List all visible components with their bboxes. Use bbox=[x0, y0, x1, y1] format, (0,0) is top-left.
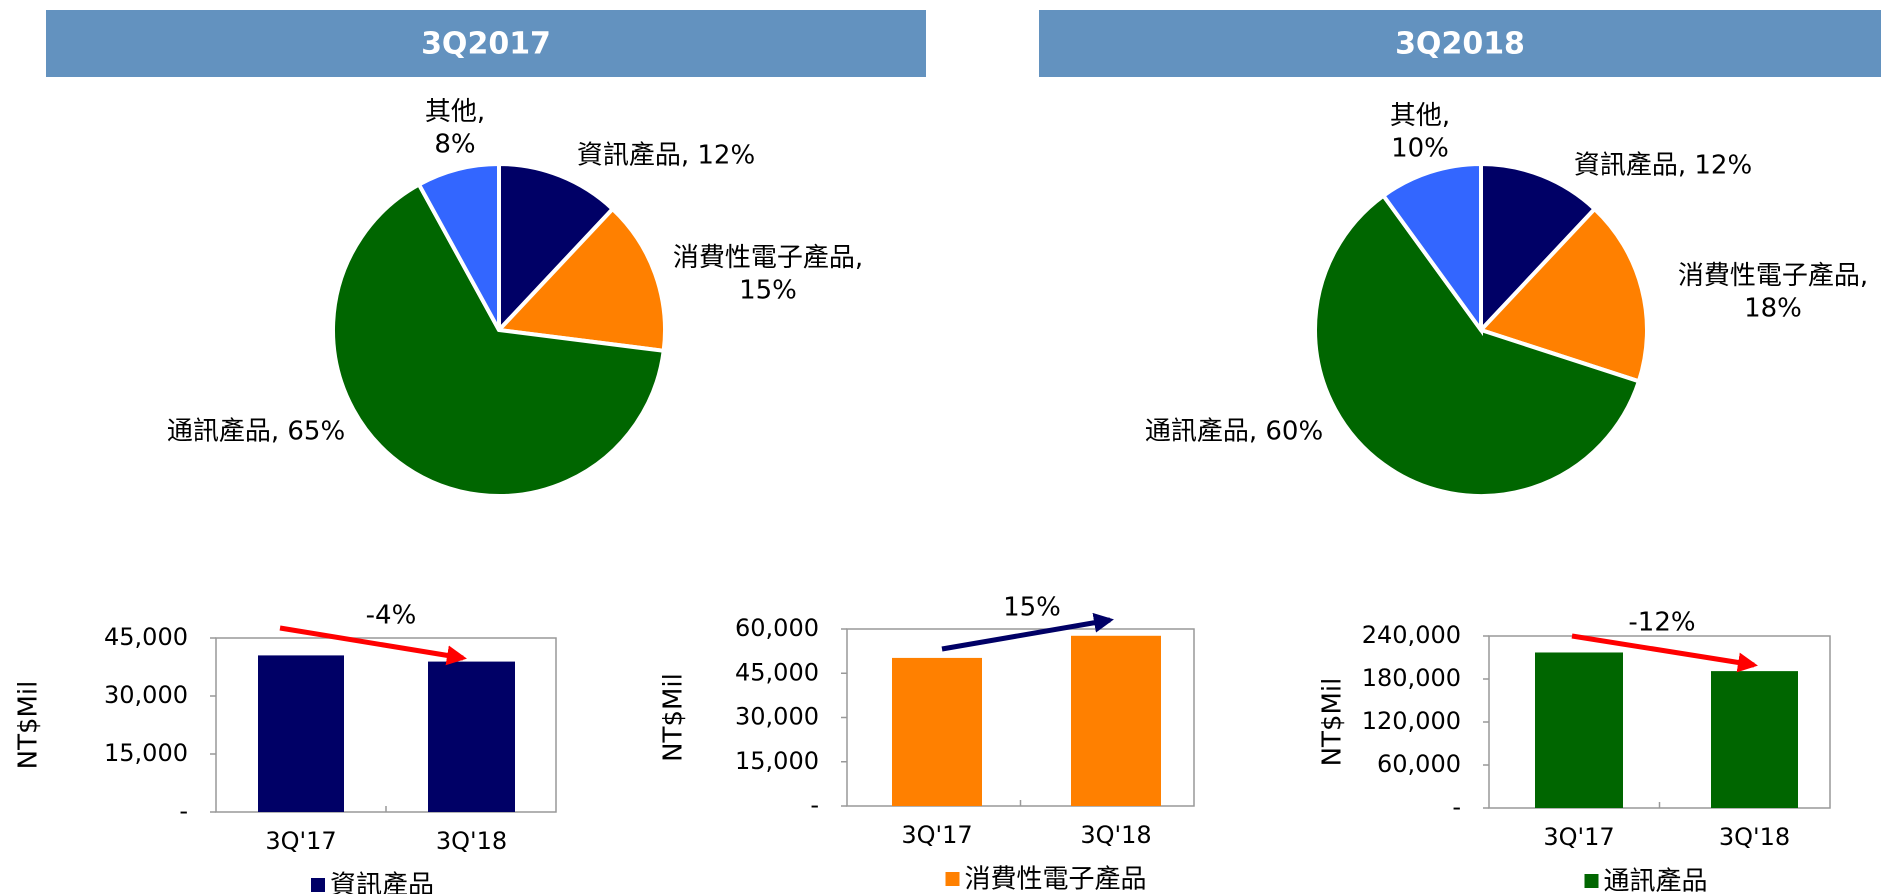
y-tick-label: 45,000 bbox=[104, 623, 188, 651]
label-line: 消費性電子產品, bbox=[673, 242, 863, 272]
y-tick-label: 180,000 bbox=[1362, 664, 1461, 692]
pie-slice bbox=[1380, 161, 1483, 337]
y-tick-label: 15,000 bbox=[735, 747, 819, 775]
slice-label: 其他, 8% bbox=[425, 96, 485, 159]
y-tick-label: 15,000 bbox=[104, 739, 188, 767]
y-axis-label: NT$Mil bbox=[14, 681, 44, 770]
pie-slice bbox=[1479, 161, 1598, 336]
pie-slice bbox=[1477, 206, 1650, 384]
annotation: 15% bbox=[1003, 593, 1061, 623]
x-tick-label: 3Q'18 bbox=[1719, 823, 1790, 851]
pie-slice bbox=[494, 206, 667, 354]
label-line: 15% bbox=[739, 275, 797, 305]
y-tick-label: 45,000 bbox=[735, 658, 819, 686]
legend-label: 通訊產品 bbox=[1604, 867, 1708, 894]
label-line: 10% bbox=[1391, 133, 1449, 163]
y-tick-label: - bbox=[810, 791, 819, 819]
y-tick-label: 30,000 bbox=[735, 703, 819, 731]
x-tick-label: 3Q'18 bbox=[1080, 821, 1151, 849]
slice-label: 資訊產品, 12% bbox=[577, 141, 755, 171]
y-tick-label: 120,000 bbox=[1362, 707, 1461, 735]
chart-title: 3Q2018 bbox=[1395, 27, 1525, 62]
label-line: 18% bbox=[1744, 293, 1802, 323]
slice-label: 其他, 10% bbox=[1390, 100, 1450, 163]
header-band bbox=[46, 10, 926, 77]
x-tick-label: 3Q'17 bbox=[1543, 823, 1614, 851]
legend-swatch bbox=[311, 878, 325, 892]
bar bbox=[892, 657, 982, 806]
slice-label: 消費性電子產品, 15% bbox=[673, 242, 863, 305]
trend-arrow bbox=[1571, 633, 1758, 673]
x-tick-label: 3Q'17 bbox=[901, 821, 972, 849]
trend-arrow bbox=[941, 612, 1114, 652]
label-line: 其他, bbox=[1390, 100, 1450, 130]
slice-label: 資訊產品, 12% bbox=[1574, 151, 1752, 181]
y-tick-label: 60,000 bbox=[1377, 750, 1461, 778]
label-line: 消費性電子產品, bbox=[1678, 260, 1868, 290]
y-tick-label: 240,000 bbox=[1362, 621, 1461, 649]
x-tick-label: 3Q'18 bbox=[436, 827, 507, 855]
trend-arrow bbox=[279, 625, 467, 666]
bar bbox=[258, 655, 344, 812]
header-band bbox=[1039, 10, 1881, 77]
legend-swatch bbox=[1584, 874, 1599, 888]
pie-slice bbox=[497, 161, 616, 336]
pie-slice bbox=[331, 181, 666, 498]
slice-label: 通訊產品, 65% bbox=[167, 417, 345, 447]
label-line: 8% bbox=[434, 129, 475, 159]
annotation: -4% bbox=[366, 601, 417, 631]
slice-label: 通訊產品, 60% bbox=[1145, 417, 1323, 447]
y-axis-label: NT$Mil bbox=[659, 673, 689, 762]
y-tick-label: - bbox=[1452, 793, 1461, 821]
y-tick-label: - bbox=[179, 797, 188, 825]
y-tick-label: 30,000 bbox=[104, 681, 188, 709]
y-axis-label: NT$Mil bbox=[1318, 678, 1348, 767]
annotation: -12% bbox=[1628, 608, 1695, 638]
label-line: 其他, bbox=[425, 96, 485, 126]
pie-slice bbox=[416, 161, 501, 331]
pie-slice bbox=[1313, 192, 1642, 498]
bar bbox=[1071, 635, 1161, 806]
legend-label: 消費性電子產品 bbox=[965, 865, 1147, 894]
bar bbox=[1711, 671, 1798, 808]
bar bbox=[428, 661, 515, 812]
chart-title: 3Q2017 bbox=[421, 27, 551, 62]
legend-swatch bbox=[945, 872, 960, 886]
slice-label: 消費性電子產品, 18% bbox=[1678, 260, 1868, 323]
x-tick-label: 3Q'17 bbox=[265, 827, 336, 855]
legend-label: 資訊產品 bbox=[330, 871, 434, 894]
y-tick-label: 60,000 bbox=[735, 614, 819, 642]
bar bbox=[1535, 652, 1623, 808]
